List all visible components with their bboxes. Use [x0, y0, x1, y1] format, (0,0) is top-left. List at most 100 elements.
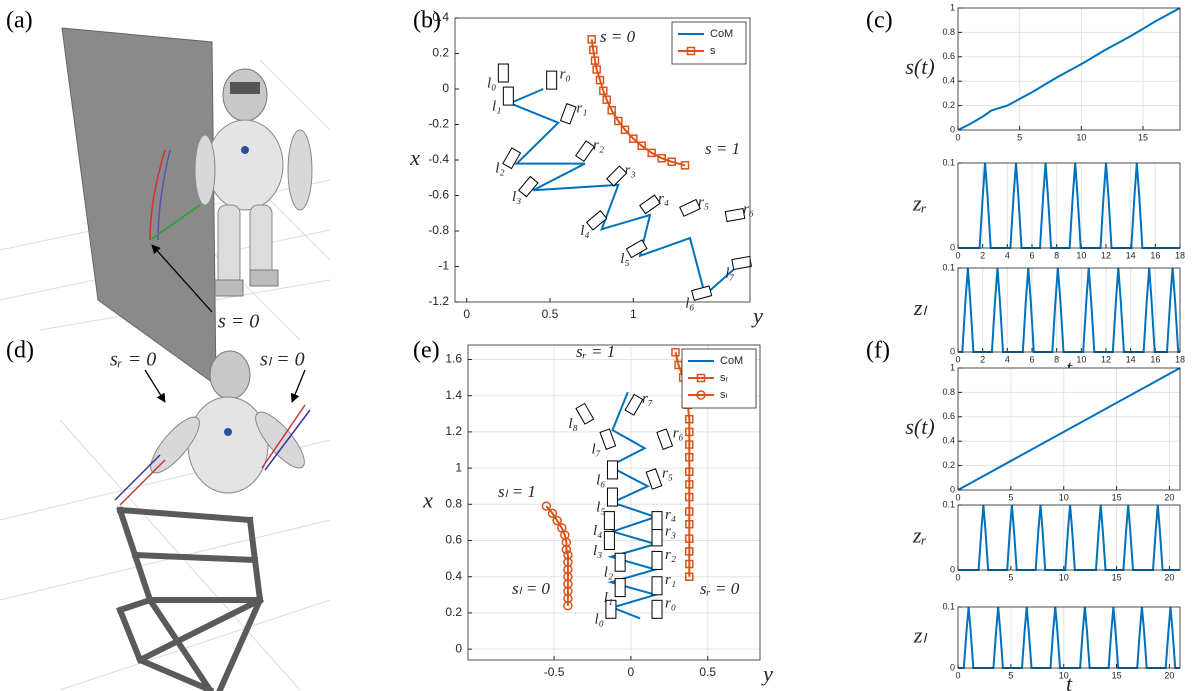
y-tick-label: 1.2 [445, 424, 462, 438]
footstep [651, 599, 663, 619]
marker [685, 519, 694, 529]
footstep-label: l₁ [604, 590, 613, 606]
footstep-label: r₆ [743, 201, 754, 217]
footstep [639, 194, 661, 215]
marker [563, 564, 573, 575]
plot-area: l₀ r₀ l₁ r₁ l₂ r₂ l₃ r₃ l₄ r₄ l₅ r₅ l₆ r₆ l₇ r₇ l₈ [541, 347, 694, 628]
y-axis-label: zₗ [913, 623, 928, 648]
annotation: sᵣ = 0 [110, 349, 156, 371]
footstep-label: l₂ [495, 161, 504, 177]
legend: CoM sᵣ sₗ [681, 348, 757, 409]
footstep-label: l₇ [725, 265, 734, 281]
x-tick-label: 0.5 [699, 665, 716, 679]
footstep-label: l₀ [595, 612, 604, 628]
y-axis-label: x [409, 145, 420, 170]
footstep-label: l₄ [593, 523, 602, 539]
axes-background [958, 163, 1180, 248]
annotation: s = 1 [705, 139, 740, 158]
x-tick-label: 8 [1054, 354, 1059, 364]
marker [685, 507, 694, 516]
footstep-label: r₆ [673, 426, 684, 442]
footstep [614, 552, 626, 572]
footstep-label: l₅ [620, 251, 629, 267]
footstep-label: r₁ [665, 572, 676, 588]
footstep-label: r₂ [593, 138, 604, 154]
marker [552, 515, 562, 526]
x-tick-label: 16 [1150, 354, 1160, 364]
y-tick-label: 1.6 [445, 352, 462, 366]
footstep [625, 239, 648, 259]
footstep-label: r₅ [698, 194, 709, 210]
y-tick-label: 0.6 [942, 51, 955, 61]
y-tick-label: -0.4 [428, 152, 449, 166]
footstep-label: l₈ [568, 416, 577, 432]
x-tick-label: 0 [955, 492, 960, 502]
footstep [614, 578, 626, 598]
footstep-label: r₅ [662, 465, 673, 481]
footstep-label: r₂ [665, 547, 676, 563]
marker [547, 508, 558, 519]
y-tick-label: 0.8 [942, 387, 955, 397]
legend-label: CoM [720, 355, 743, 367]
marker [589, 45, 598, 55]
y-tick-label: 0 [950, 484, 955, 494]
marker [563, 586, 573, 596]
x-tick-label: 20 [1164, 492, 1174, 502]
y-axis-label: s(t) [905, 414, 934, 439]
x-tick-label: 0 [955, 132, 960, 142]
y-tick-label: -0.8 [428, 223, 449, 237]
marker [657, 153, 666, 163]
legend-label: CoM [710, 28, 733, 40]
y-tick-label: 1 [950, 362, 955, 372]
marker [647, 148, 656, 158]
x-axis-label: y [761, 661, 773, 686]
panel-label: (f) [866, 338, 890, 364]
axes-box [467, 344, 761, 661]
y-tick-label: 0.4 [445, 569, 462, 583]
marker [685, 547, 694, 556]
x-tick-label: 18 [1175, 250, 1185, 260]
marker [685, 559, 694, 569]
y-tick-label: -0.2 [428, 117, 449, 131]
x-tick-label: 0 [955, 354, 960, 364]
footstep-label: l₂ [604, 565, 613, 581]
x-tick-label: 14 [1126, 354, 1136, 364]
x-tick-label: 5 [1008, 572, 1013, 582]
panel-label: (d) [6, 338, 34, 364]
footstep [603, 511, 615, 531]
x-tick-label: 6 [1029, 354, 1034, 364]
footstep-label: l₇ [591, 442, 600, 458]
y-axis-label: s(t) [905, 54, 934, 79]
x-tick-label: 15 [1112, 492, 1122, 502]
footstep [624, 393, 644, 416]
y-tick-label: 0 [950, 124, 955, 134]
x-tick-label: 5 [1008, 670, 1013, 680]
footstep-label: l₄ [580, 223, 589, 239]
marker [587, 35, 596, 44]
footstep [651, 511, 663, 531]
annotation: sᵣ = 0 [700, 579, 740, 598]
marker [685, 467, 694, 476]
marker [561, 544, 572, 555]
axes-box [957, 7, 1181, 131]
footstep [603, 531, 615, 551]
x-axis-label: t [1066, 671, 1073, 691]
marker [563, 579, 573, 589]
footstep-label: r₇ [642, 391, 653, 407]
footstep [724, 207, 746, 223]
footstep [599, 428, 617, 450]
axes-box [454, 17, 751, 303]
y-tick-label: 0.6 [942, 411, 955, 421]
legend-label: sₗ [720, 389, 728, 401]
footstep [605, 599, 617, 619]
y-tick-label: 0.2 [445, 605, 462, 619]
annotation: sₗ = 0 [512, 579, 550, 598]
x-axis-label: y [751, 303, 763, 328]
x-tick-label: 6 [1029, 250, 1034, 260]
annotation: sₗ = 1 [498, 482, 536, 501]
x-tick-label: 0 [955, 572, 960, 582]
marker [592, 65, 601, 74]
marker [629, 134, 638, 143]
marker [685, 440, 694, 449]
